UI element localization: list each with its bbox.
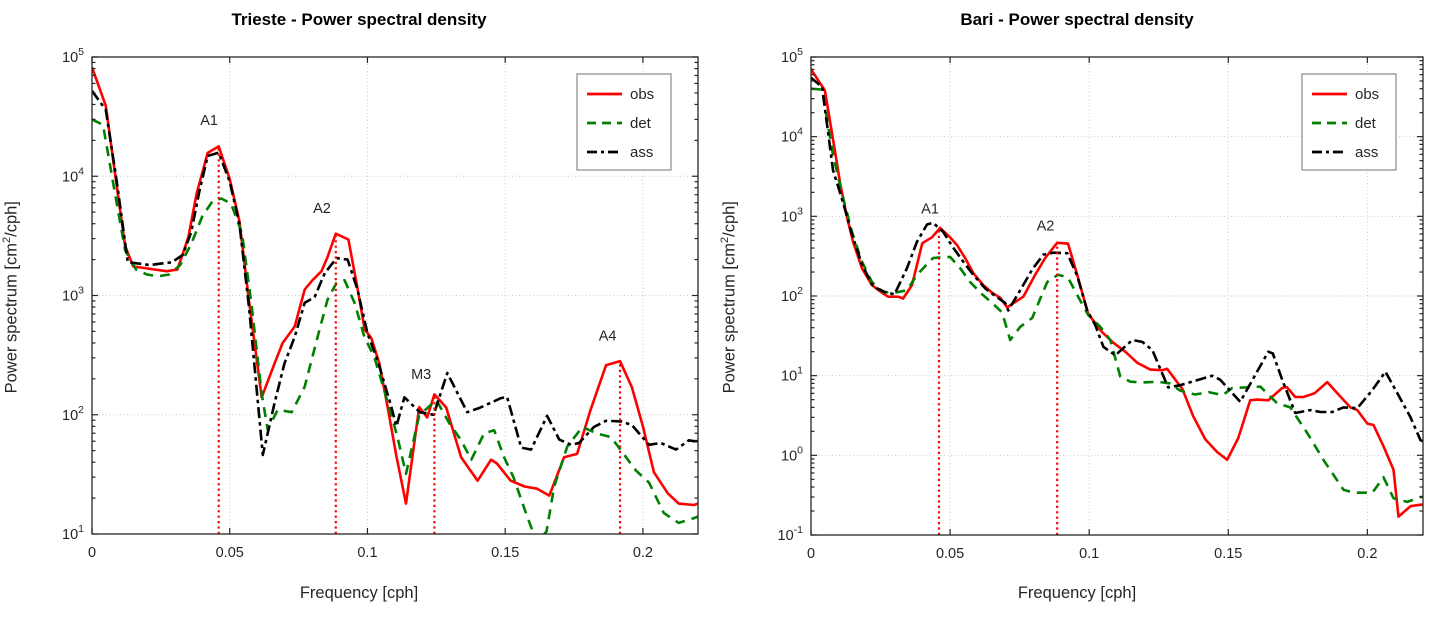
peak-label-A1: A1 [921, 202, 939, 218]
x-tick-label: 0 [88, 545, 96, 561]
y-axis-label-text: Power spectrum [cm [720, 243, 739, 394]
series-lines [811, 68, 1423, 518]
gridlines [92, 57, 698, 534]
y-axis-label-text: Power spectrum [cm [2, 243, 21, 394]
plot-title-bari: Bari - Power spectral density [960, 10, 1194, 29]
tick-marks [810, 56, 1423, 536]
x-tick-label: 0.2 [633, 545, 653, 561]
y-axis-label-suffix: /cph] [2, 201, 21, 237]
y-axis-label-suffix: /cph] [720, 201, 739, 237]
peak-label-A2: A2 [1037, 219, 1055, 235]
y-tick-label: 100 [781, 444, 803, 464]
plot-bari: A1 A2 0 0.05 0.1 0.15 0.2 10-1 100 101 102 103 104 10… [718, 0, 1436, 618]
legend-label-obs: obs [1355, 86, 1379, 103]
gridlines [811, 57, 1423, 535]
x-axis-label-bari: Frequency [cph] [1017, 584, 1137, 602]
y-tick-label: 105 [62, 46, 84, 66]
legend-label-det: det [1355, 115, 1377, 132]
series-lines [92, 66, 698, 534]
peak-label-A2: A2 [313, 201, 331, 217]
y-tick-label: 101 [781, 365, 803, 385]
y-tick-label: 103 [781, 205, 803, 225]
x-tick-label: 0.15 [1214, 546, 1242, 562]
legend: obs det ass [576, 73, 672, 171]
series-det [811, 87, 1423, 504]
y-tick-label: 102 [62, 404, 84, 424]
tick-marks [91, 56, 698, 535]
series-ass [811, 76, 1423, 443]
x-axis-label-trieste: Frequency [cph] [299, 584, 419, 602]
x-tick-label: 0.1 [357, 545, 377, 561]
plot-canvas-bari: A1 A2 0 0.05 0.1 0.15 0.2 10-1 100 101 102 103 104 10… [778, 46, 1424, 562]
x-tick-label: 0.05 [936, 546, 964, 562]
y-axis-label-sup: 2 [718, 236, 731, 244]
y-tick-label: 105 [781, 46, 803, 66]
plot-title-trieste: Trieste - Power spectral density [231, 10, 487, 29]
y-axis-label-bari: Power spectrum [cm2/cph] [719, 17, 740, 577]
peak-label-M3: M3 [411, 367, 431, 383]
y-tick-label: 102 [781, 285, 803, 305]
legend-label-det: det [630, 115, 652, 132]
legend: obs det ass [1301, 73, 1397, 171]
x-tick-label: 0.15 [491, 545, 519, 561]
peak-annotations: A1 A2 [921, 202, 1059, 535]
y-axis-label-sup: 2 [0, 236, 13, 244]
x-tick-label: 0.2 [1357, 546, 1377, 562]
x-tick-label: 0.1 [1079, 546, 1099, 562]
x-tick-label: 0 [807, 546, 815, 562]
x-tick-label: 0.05 [216, 545, 244, 561]
y-tick-label: 101 [62, 523, 84, 543]
y-tick-label: 104 [62, 165, 84, 185]
y-tick-label: 10-1 [778, 524, 804, 544]
peak-label-A4: A4 [599, 328, 617, 344]
legend-label-ass: ass [1355, 144, 1378, 161]
peak-annotations: A1 A2 M3 A4 [200, 113, 622, 534]
plot-canvas-trieste: A1 A2 M3 A4 0 0.05 0.1 0.15 0.2 101 102 103 104 105 ob… [62, 46, 699, 561]
legend-label-obs: obs [630, 86, 654, 103]
peak-label-A1: A1 [200, 113, 218, 129]
y-tick-label: 103 [62, 285, 84, 305]
series-ass [92, 90, 698, 457]
legend-label-ass: ass [630, 144, 653, 161]
series-obs [92, 66, 698, 507]
y-tick-label: 104 [781, 126, 803, 146]
plot-trieste: A1 A2 M3 A4 0 0.05 0.1 0.15 0.2 101 102 103 104 105 ob… [1, 10, 699, 602]
y-axis-label-trieste: Power spectrum [cm2/cph] [1, 17, 22, 577]
